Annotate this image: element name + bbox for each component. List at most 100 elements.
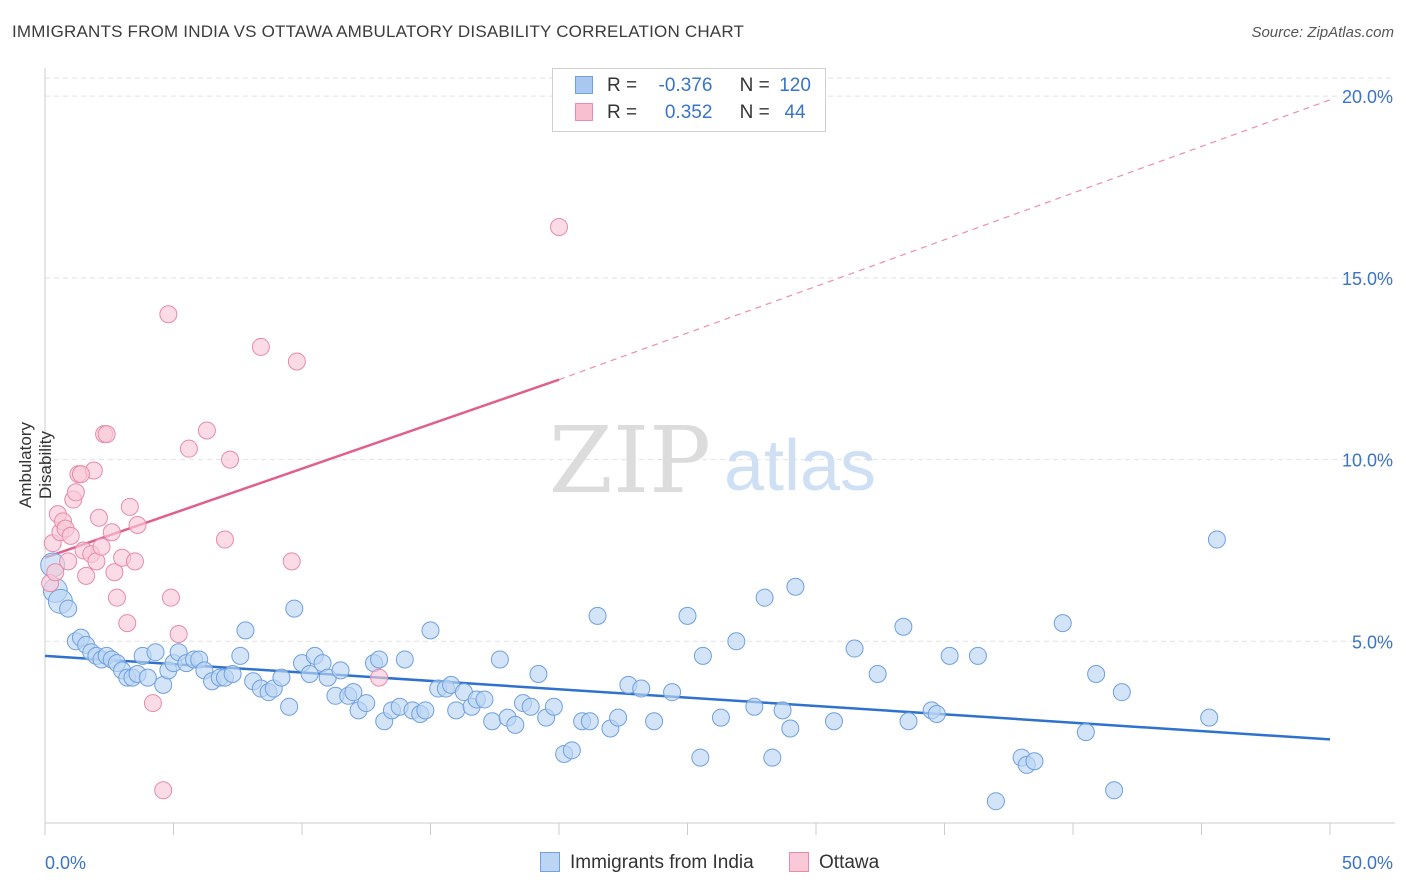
- ottawa-point: [161, 588, 180, 607]
- ottawa-point: [159, 305, 178, 324]
- india-point: [645, 712, 664, 731]
- ottawa-point: [120, 497, 139, 516]
- india-point: [395, 650, 414, 669]
- ottawa-point: [92, 537, 111, 556]
- india-point: [763, 748, 782, 767]
- india-point: [236, 621, 255, 640]
- ottawa-point: [169, 625, 188, 644]
- legend-label-india: Immigrants from India: [570, 852, 754, 873]
- chart-title: IMMIGRANTS FROM INDIA VS OTTAWA AMBULATO…: [12, 22, 745, 41]
- india-point: [632, 679, 651, 698]
- india-point: [1105, 781, 1124, 800]
- watermark: ZIP atlas: [549, 407, 876, 514]
- india-point: [868, 665, 887, 683]
- india-point: [773, 701, 792, 720]
- grid-layer: [45, 77, 1395, 642]
- india-point: [447, 701, 466, 720]
- india-point: [506, 715, 525, 734]
- india-point: [940, 646, 959, 665]
- india-point: [986, 792, 1005, 811]
- legend-row-india: R = -0.376 N = 120: [575, 75, 815, 99]
- legend-label-ottawa: Ottawa: [819, 852, 880, 873]
- ottawa-point: [282, 552, 301, 571]
- ottawa-point: [46, 563, 65, 582]
- india-trend-line: [44, 654, 1331, 741]
- legend-item-ottawa[interactable]: Ottawa: [789, 852, 879, 874]
- india-point: [223, 665, 242, 683]
- india-point: [727, 632, 746, 651]
- india-point: [781, 719, 800, 738]
- india-point: [588, 606, 607, 625]
- india-point: [357, 694, 376, 713]
- india-point: [845, 639, 864, 658]
- india-point: [370, 650, 389, 669]
- y-tick-label: 20.0%: [1342, 87, 1393, 107]
- axes-layer: [44, 68, 1395, 835]
- r-label: R =: [607, 75, 638, 96]
- y-tick-label: 10.0%: [1342, 451, 1393, 471]
- correlation-legend: R = -0.376 N = 120 R = 0.352 N = 44: [552, 68, 826, 132]
- india-point: [711, 708, 730, 727]
- ottawa-point: [197, 421, 216, 440]
- y-tick-label: 5.0%: [1352, 632, 1393, 652]
- r-value-ottawa: 0.352: [664, 102, 713, 123]
- watermark-zip: ZIP: [549, 407, 711, 514]
- india-point: [280, 697, 299, 716]
- ottawa-point: [251, 337, 270, 356]
- ottawa-point: [107, 588, 126, 607]
- india-point: [490, 650, 509, 669]
- ottawa-point: [89, 508, 108, 527]
- india-point: [1200, 708, 1219, 727]
- legend-swatch-ottawa: [575, 103, 593, 121]
- ottawa-point: [59, 552, 78, 571]
- y-tick-label: 15.0%: [1342, 269, 1393, 289]
- ottawa-point: [287, 352, 306, 371]
- legend-swatch-ottawa: [789, 852, 810, 872]
- india-point: [285, 599, 304, 618]
- india-point: [562, 741, 581, 760]
- legend-swatch-india: [540, 852, 560, 872]
- ottawa-point: [118, 614, 137, 633]
- india-point: [1053, 614, 1072, 633]
- india-point: [331, 661, 350, 680]
- r-label: R =: [607, 102, 638, 123]
- ottawa-point: [179, 439, 198, 458]
- india-point: [416, 701, 435, 720]
- series-legend: Immigrants from India Ottawa: [540, 852, 909, 874]
- points-layer: [40, 218, 1226, 811]
- legend-row-ottawa: R = 0.352 N = 44: [575, 102, 815, 126]
- ottawa-point: [154, 781, 173, 800]
- ottawa-point: [125, 552, 144, 571]
- india-point: [544, 697, 563, 716]
- india-point: [786, 577, 805, 596]
- r-value-india: -0.376: [658, 75, 713, 96]
- india-point: [344, 683, 363, 702]
- india-point: [968, 646, 987, 665]
- india-point: [521, 697, 540, 716]
- n-value-india: 120: [779, 75, 811, 96]
- legend-item-india[interactable]: Immigrants from India: [540, 852, 754, 874]
- n-value-ottawa: 44: [784, 102, 806, 123]
- ottawa-point: [102, 523, 121, 542]
- india-point: [745, 697, 764, 716]
- ottawa-point: [77, 566, 96, 585]
- ottawa-point: [128, 516, 147, 534]
- x-tick-label: 50.0%: [1342, 853, 1393, 873]
- ottawa-point: [221, 450, 240, 469]
- india-point: [1087, 665, 1106, 683]
- india-point: [755, 588, 774, 607]
- india-point: [693, 646, 712, 665]
- india-point: [231, 646, 250, 665]
- india-point: [475, 690, 494, 709]
- india-point: [927, 704, 946, 723]
- ottawa-point: [215, 530, 234, 549]
- india-point: [1076, 723, 1095, 742]
- india-point: [1112, 683, 1131, 702]
- ottawa-trend-extension: [558, 99, 1331, 381]
- india-point: [609, 708, 628, 727]
- india-point: [138, 668, 157, 687]
- ottawa-point: [61, 526, 80, 545]
- india-point: [663, 683, 682, 702]
- n-label: N =: [739, 102, 770, 123]
- india-point: [691, 748, 710, 767]
